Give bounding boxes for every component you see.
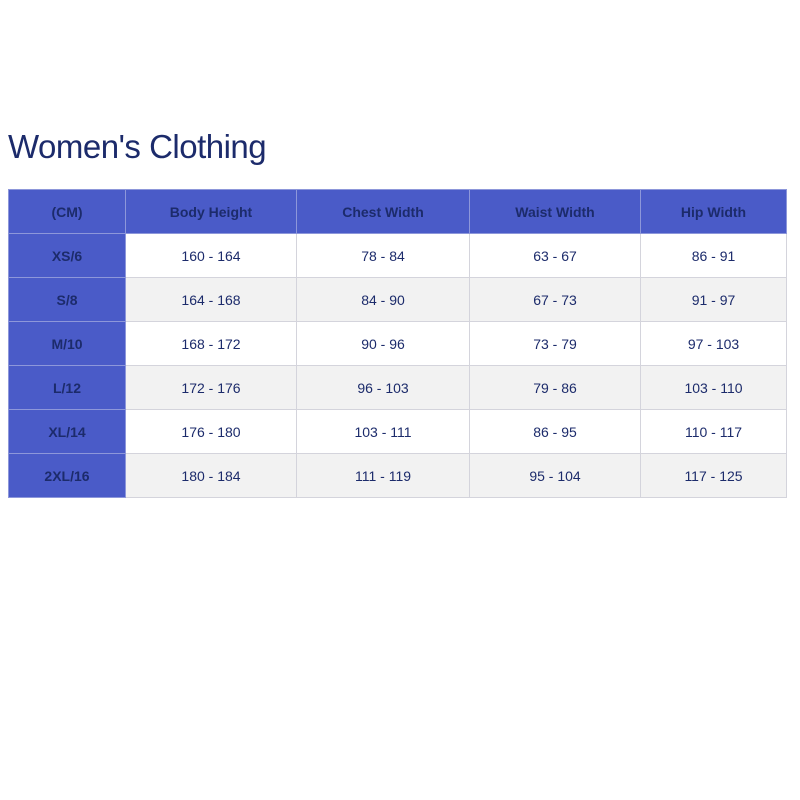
cell-body-height: 168 - 172 bbox=[125, 321, 297, 366]
cell-size: S/8 bbox=[8, 277, 126, 322]
cell-chest-width: 78 - 84 bbox=[296, 233, 470, 278]
cell-waist-width: 73 - 79 bbox=[469, 321, 641, 366]
header-waist-width: Waist Width bbox=[469, 189, 641, 234]
cell-chest-width: 96 - 103 bbox=[296, 365, 470, 410]
cell-body-height: 164 - 168 bbox=[125, 277, 297, 322]
table-row: S/8 164 - 168 84 - 90 67 - 73 91 - 97 bbox=[8, 277, 787, 322]
header-hip-width: Hip Width bbox=[640, 189, 787, 234]
cell-hip-width: 117 - 125 bbox=[640, 453, 787, 498]
page-title: Women's Clothing bbox=[8, 128, 267, 165]
cell-waist-width: 95 - 104 bbox=[469, 453, 641, 498]
cell-hip-width: 86 - 91 bbox=[640, 233, 787, 278]
cell-chest-width: 90 - 96 bbox=[296, 321, 470, 366]
header-body-height: Body Height bbox=[125, 189, 297, 234]
table-row: XL/14 176 - 180 103 - 111 86 - 95 110 - 117 bbox=[8, 409, 787, 454]
cell-hip-width: 103 - 110 bbox=[640, 365, 787, 410]
cell-chest-width: 111 - 119 bbox=[296, 453, 470, 498]
table-row: XS/6 160 - 164 78 - 84 63 - 67 86 - 91 bbox=[8, 233, 787, 278]
cell-size: M/10 bbox=[8, 321, 126, 366]
header-chest-width: Chest Width bbox=[296, 189, 470, 234]
cell-size: L/12 bbox=[8, 365, 126, 410]
cell-body-height: 180 - 184 bbox=[125, 453, 297, 498]
cell-body-height: 176 - 180 bbox=[125, 409, 297, 454]
header-unit: (CM) bbox=[8, 189, 126, 234]
cell-body-height: 172 - 176 bbox=[125, 365, 297, 410]
cell-waist-width: 79 - 86 bbox=[469, 365, 641, 410]
cell-waist-width: 63 - 67 bbox=[469, 233, 641, 278]
cell-size: XS/6 bbox=[8, 233, 126, 278]
cell-waist-width: 67 - 73 bbox=[469, 277, 641, 322]
table-row: L/12 172 - 176 96 - 103 79 - 86 103 - 110 bbox=[8, 365, 787, 410]
cell-body-height: 160 - 164 bbox=[125, 233, 297, 278]
cell-hip-width: 110 - 117 bbox=[640, 409, 787, 454]
table-row: M/10 168 - 172 90 - 96 73 - 79 97 - 103 bbox=[8, 321, 787, 366]
cell-size: 2XL/16 bbox=[8, 453, 126, 498]
size-chart-table: (CM) Body Height Chest Width Waist Width… bbox=[8, 189, 787, 498]
header-row: (CM) Body Height Chest Width Waist Width… bbox=[8, 189, 787, 234]
cell-chest-width: 84 - 90 bbox=[296, 277, 470, 322]
cell-chest-width: 103 - 111 bbox=[296, 409, 470, 454]
cell-hip-width: 91 - 97 bbox=[640, 277, 787, 322]
cell-waist-width: 86 - 95 bbox=[469, 409, 641, 454]
table-row: 2XL/16 180 - 184 111 - 119 95 - 104 117 - 12… bbox=[8, 453, 787, 498]
cell-hip-width: 97 - 103 bbox=[640, 321, 787, 366]
cell-size: XL/14 bbox=[8, 409, 126, 454]
